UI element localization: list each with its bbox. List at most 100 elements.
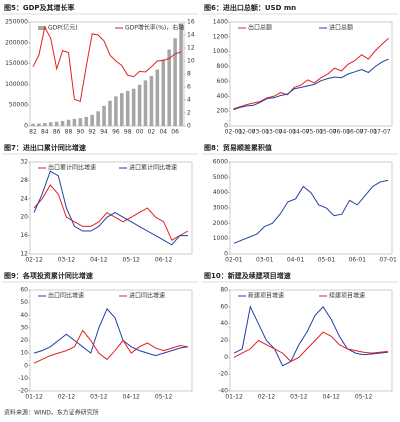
series-line	[233, 331, 388, 363]
y-tick-label: 800	[217, 63, 229, 70]
chart-title: 图5：GDP及其增长率	[4, 3, 75, 12]
x-tick-label: 05-07	[319, 129, 337, 136]
x-tick-label: 94	[100, 129, 108, 136]
bar	[37, 123, 41, 126]
x-tick-label: 86	[53, 129, 61, 136]
bar	[167, 49, 171, 127]
x-tick-label: 98	[124, 129, 132, 136]
bar	[108, 100, 112, 126]
bar	[31, 123, 35, 126]
y-tick-label: 16	[20, 232, 28, 239]
x-tick-label: 04-01	[279, 129, 297, 136]
x-tick-label: 07-01	[360, 129, 378, 136]
y-tick-label: 60	[220, 303, 228, 310]
y-tick-label: 100000	[5, 81, 28, 88]
bar	[125, 90, 130, 126]
y-tick-label: 32	[20, 159, 28, 166]
legend-swatch	[38, 26, 46, 30]
bar	[72, 118, 77, 126]
x-tick-label: 02-01	[225, 129, 243, 136]
series-line	[33, 170, 188, 246]
series-line	[233, 37, 389, 110]
legend-label: 出口同比增速	[48, 292, 84, 300]
bar	[60, 120, 65, 126]
x-tick-label: 90	[77, 129, 85, 136]
x-tick-label: 92	[88, 129, 96, 136]
legend-label: 进口总额	[329, 24, 353, 32]
y2-tick-label: 10	[187, 58, 195, 65]
series-line	[33, 329, 188, 364]
x-tick-label: 03-12	[58, 257, 76, 264]
bar	[66, 119, 71, 126]
y2-tick-label: 16	[187, 19, 195, 26]
bar	[48, 122, 53, 126]
legend-label: 进口累计同比增速	[129, 164, 177, 172]
y-tick-label: 0	[24, 123, 28, 130]
chart-title: 图7：进出口累计同比增速	[4, 143, 86, 152]
y-tick-label: 60	[20, 287, 28, 294]
x-tick-label: 03-07	[265, 129, 283, 136]
y-tick-label: 1000	[213, 48, 228, 55]
x-tick-label: 02-12	[25, 257, 43, 264]
y-tick-label: 28	[20, 177, 28, 184]
x-tick-label: 00	[136, 129, 144, 136]
y-tick-label: 80	[220, 287, 228, 294]
x-tick-label: 02-07	[238, 129, 256, 136]
plot-frame	[29, 21, 185, 127]
chart-title: 图6：进出口总额：USD mn	[204, 3, 296, 12]
plot-frame	[29, 289, 193, 392]
bar	[143, 80, 148, 126]
plot-frame	[229, 289, 393, 392]
y-tick-label: -20	[218, 371, 228, 378]
plot-frame	[229, 21, 393, 127]
x-tick-label: 01-12	[225, 394, 243, 401]
bar	[131, 88, 136, 126]
source-note: 资料来源：WIND，东方证券研究所	[4, 409, 99, 417]
legend-label: 进口同比增速	[129, 292, 165, 300]
chart-title: 图10：新建及续建项目增速	[204, 271, 291, 280]
x-tick-label: 07-01	[379, 257, 397, 264]
y2-tick-label: 4	[187, 97, 191, 104]
y-tick-label: 20	[20, 337, 28, 344]
bar	[84, 116, 89, 126]
x-tick-label: 03-12	[290, 394, 308, 401]
x-tick-label: 06-01	[333, 129, 351, 136]
x-tick-label: 84	[41, 129, 49, 136]
x-tick-label: 01-12	[25, 394, 43, 401]
x-tick-label: 02-12	[258, 394, 276, 401]
y-tick-label: 6000	[213, 159, 228, 166]
bar	[120, 93, 124, 126]
legend-label: GDP(亿元)	[48, 24, 78, 32]
y-tick-label: 24	[20, 195, 28, 202]
x-tick-label: 07-07	[373, 129, 391, 136]
bar	[137, 84, 142, 126]
y-tick-label: -10	[18, 375, 28, 382]
chart-title: 图8：贸易顺差累积值	[204, 143, 272, 152]
series-line	[233, 305, 388, 367]
y-tick-label: 1000	[213, 235, 228, 242]
y-tick-label: 40	[20, 312, 28, 319]
chart-title: 图9：各项投资累计同比增速	[4, 271, 93, 280]
y2-tick-label: 12	[187, 45, 195, 52]
series-line	[33, 184, 189, 241]
bar	[102, 105, 106, 126]
y-tick-label: 30	[20, 324, 28, 331]
plot-frame	[29, 161, 193, 255]
y-tick-label: 4000	[213, 189, 228, 196]
y-tick-label: 150000	[5, 60, 28, 67]
y-tick-label: 0	[224, 251, 228, 258]
y-tick-label: 2000	[213, 220, 228, 227]
x-tick-label: 04-12	[123, 394, 141, 401]
series-line	[33, 307, 188, 357]
x-tick-label: 02-12	[58, 394, 76, 401]
y-tick-label: 40	[220, 320, 228, 327]
bar	[161, 59, 166, 126]
x-tick-label: 06-07	[346, 129, 364, 136]
x-tick-label: 03-12	[90, 394, 108, 401]
y-tick-label: 600	[217, 78, 229, 85]
legend-label: 出口累计同比增速	[48, 164, 96, 172]
bar	[43, 123, 47, 126]
bar	[90, 114, 94, 126]
y-tick-label: 0	[224, 354, 228, 361]
legend-label: GDP增长率(%)，右轴	[125, 24, 184, 32]
